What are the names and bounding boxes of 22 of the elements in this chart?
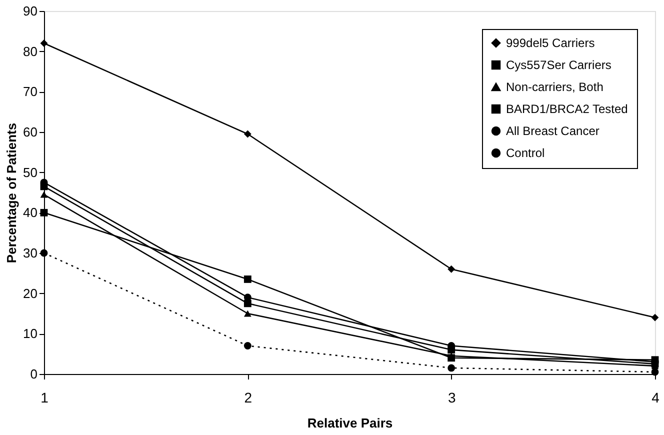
y-tick-label: 50 xyxy=(23,164,38,180)
y-tick-label: 40 xyxy=(23,205,38,220)
y-tick-label: 80 xyxy=(23,44,38,59)
legend-label: Cys557Ser Carriers xyxy=(506,58,612,72)
legend-label: 999del5 Carriers xyxy=(506,36,595,50)
y-tick-label: 30 xyxy=(23,246,38,260)
y-tick-label: 10 xyxy=(23,326,38,342)
x-tick-label: 1 xyxy=(40,390,49,406)
y-tick-label: 60 xyxy=(23,124,38,140)
legend-label: BARD1/BRCA2 Tested xyxy=(506,102,628,116)
x-tick-label: 2 xyxy=(244,390,252,406)
legend-label: Non-carriers, Both xyxy=(506,80,604,94)
legend-label: Control xyxy=(506,146,545,160)
y-tick-label: 20 xyxy=(23,286,38,301)
y-tick-label: 90 xyxy=(23,4,38,18)
x-tick-label: 4 xyxy=(652,390,660,406)
y-tick-label: 70 xyxy=(23,84,38,100)
legend-label: All Breast Cancer xyxy=(506,124,600,138)
x-axis-title: Relative Pairs xyxy=(307,416,393,430)
y-axis-title: Percentage of Patients xyxy=(4,122,20,264)
x-tick-label: 3 xyxy=(448,390,456,406)
y-tick-label: 0 xyxy=(30,366,38,382)
